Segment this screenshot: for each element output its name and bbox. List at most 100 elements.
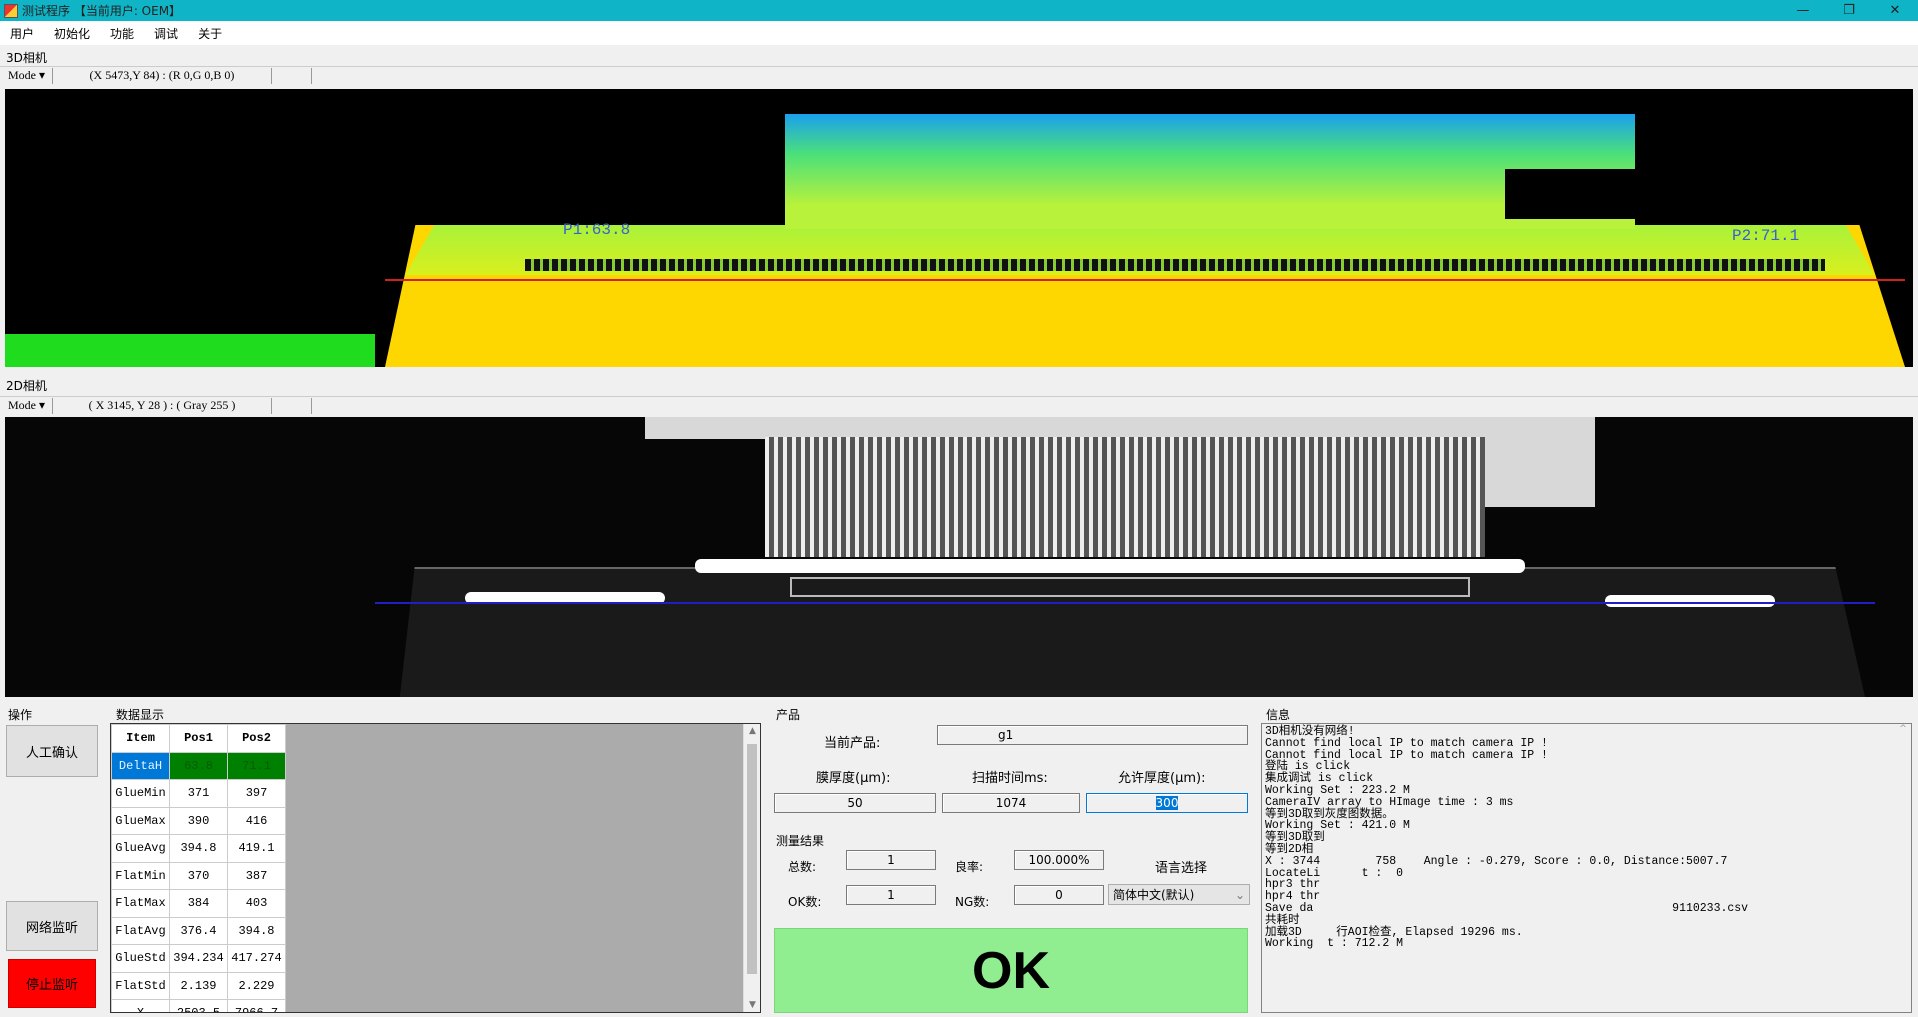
menu-debug[interactable]: 调试 xyxy=(154,26,179,41)
total-label: 总数: xyxy=(788,860,817,874)
scroll-thumb[interactable] xyxy=(747,744,757,974)
log-line: hpr4 thr xyxy=(1265,890,1321,904)
table-row[interactable]: FlatMin 370 387 xyxy=(111,861,286,890)
table-cell: GlueMax xyxy=(111,806,170,835)
allowed-thickness-field[interactable]: 300 xyxy=(1086,793,1248,813)
board-region xyxy=(399,567,1865,697)
table-cell: Pos2 xyxy=(227,724,286,753)
log-line: 集成调试 is click xyxy=(1265,772,1374,786)
flex-cable xyxy=(645,417,1595,439)
film-thickness-label: 膜厚度(μm): xyxy=(816,771,891,786)
results-label: 测量结果 xyxy=(776,834,825,848)
maximize-button[interactable]: ❐ xyxy=(1843,3,1855,18)
ok-count-label: OK数: xyxy=(788,895,822,909)
table-cell: 376.4 xyxy=(169,916,228,945)
scroll-up-icon[interactable]: ^ xyxy=(1899,724,1907,734)
table-cell: 2.139 xyxy=(169,971,228,1000)
menu-user[interactable]: 用户 xyxy=(10,26,35,41)
menu-init[interactable]: 初始化 xyxy=(54,26,91,41)
data-table[interactable]: Item Pos1 Pos2 DeltaH 63.8 71.1 GlueMin 371 397 G… xyxy=(110,723,761,1013)
table-cell: 63.8 xyxy=(169,751,228,780)
table-cell: FlatAvg xyxy=(111,916,170,945)
table-row[interactable]: DeltaH 63.8 71.1 xyxy=(111,751,286,780)
table-cell: GlueAvg xyxy=(111,834,170,863)
table-cell: 71.1 xyxy=(227,751,286,780)
log-line: 加载3D 行AOI检查, Elapsed 19296 ms. xyxy=(1265,925,1523,939)
network-listen-button[interactable]: 网络监听 xyxy=(6,901,98,951)
close-button[interactable]: ✕ xyxy=(1889,3,1901,18)
table-cell: 416 xyxy=(227,806,286,835)
film-thickness-field[interactable]: 50 xyxy=(774,793,936,813)
table-row[interactable]: GlueAvg 394.8 419.1 xyxy=(111,834,286,863)
log-line: Working Set : 223.2 M xyxy=(1265,783,1410,797)
log-line: Save da 9110233.csv xyxy=(1265,901,1749,915)
camera3d-image[interactable]: P1:63.8 P2:71.1 xyxy=(5,89,1913,367)
table-cell: 7966.7 xyxy=(227,999,286,1012)
window-title: 测试程序 【当前用户: OEM】 xyxy=(22,4,182,18)
table-cell: Pos1 xyxy=(169,724,228,753)
allowed-thickness-label: 允许厚度(μm): xyxy=(1118,771,1206,786)
language-select[interactable]: 简体中文(默认) ⌄ xyxy=(1108,884,1250,905)
table-cell: 419.1 xyxy=(227,834,286,863)
title-bar: 测试程序 【当前用户: OEM】 — ❐ ✕ xyxy=(0,0,1918,21)
product-group-label: 产品 xyxy=(776,708,801,722)
table-cell: FlatMax xyxy=(111,889,170,918)
menu-bar: 用户 初始化 功能 调试 关于 xyxy=(0,21,1918,45)
menu-function[interactable]: 功能 xyxy=(110,26,135,41)
stop-listen-button[interactable]: 停止监听 xyxy=(8,959,96,1008)
table-cell: X xyxy=(111,999,170,1012)
camera2d-image[interactable] xyxy=(5,417,1913,697)
log-line: Working Set : 421.0 M xyxy=(1265,819,1410,833)
table-row[interactable]: FlatMax 384 403 xyxy=(111,889,286,918)
table-row[interactable]: FlatStd 2.139 2.229 xyxy=(111,971,286,1000)
table-cell: 403 xyxy=(227,889,286,918)
minimize-button[interactable]: — xyxy=(1796,3,1810,18)
table-row[interactable]: FlatAvg 376.4 394.8 xyxy=(111,916,286,945)
log-line: hpr3 thr xyxy=(1265,878,1321,892)
ok-count-field: 1 xyxy=(846,885,936,905)
yield-label: 良率: xyxy=(955,860,984,874)
table-cell: 387 xyxy=(227,861,286,890)
menu-about[interactable]: 关于 xyxy=(198,26,223,41)
language-value: 简体中文(默认) xyxy=(1113,888,1195,902)
table-row[interactable]: GlueMin 371 397 xyxy=(111,779,286,808)
total-field: 1 xyxy=(846,850,936,870)
table-cell: 417.274 xyxy=(227,944,286,973)
table-cell: Item xyxy=(111,724,170,753)
table-cell: FlatMin xyxy=(111,861,170,890)
status-cell xyxy=(272,397,312,414)
camera2d-mode-dropdown[interactable]: Mode ▾ xyxy=(8,398,46,412)
yield-field: 100.000% xyxy=(1014,850,1104,870)
status-cell xyxy=(272,67,312,84)
scan-time-label: 扫描时间ms: xyxy=(972,771,1048,786)
table-cell: 390 xyxy=(169,806,228,835)
reference-line xyxy=(385,279,1905,281)
info-log[interactable]: 3D相机没有网络! Cannot find local IP to match c… xyxy=(1261,723,1912,1013)
scroll-up-icon[interactable]: ▲ xyxy=(749,726,756,736)
table-row[interactable]: X2503.57966.7 xyxy=(111,999,286,1012)
noise-band xyxy=(525,259,1825,271)
camera2d-toolbar: Mode ▾ ( X 3145, Y 28 ) : ( Gray 255 ) xyxy=(0,396,1918,414)
table-cell: 397 xyxy=(227,779,286,808)
log-scrollbar[interactable]: ^ xyxy=(1895,724,1911,1012)
manual-confirm-button[interactable]: 人工确认 xyxy=(6,725,98,777)
current-product-label: 当前产品: xyxy=(824,736,881,751)
current-product-field[interactable]: g1 xyxy=(937,725,1248,745)
log-line: LocateLi t : 0 xyxy=(1265,866,1404,880)
table-cell: 394.234 xyxy=(169,944,228,973)
table-scrollbar[interactable]: ▲ ▼ xyxy=(743,724,760,1012)
table-row[interactable]: GlueMax 390 416 xyxy=(111,806,286,835)
log-line: 3D相机没有网络! xyxy=(1265,725,1355,738)
log-line: 等到2D相 xyxy=(1265,842,1314,856)
table-row[interactable]: GlueStd 394.234 417.274 xyxy=(111,944,286,973)
table-row[interactable]: Item Pos1 Pos2 xyxy=(111,724,286,753)
app-icon xyxy=(4,3,18,18)
scan-time-field[interactable]: 1074 xyxy=(942,793,1080,813)
height-region xyxy=(1505,169,1635,219)
data-grid: Item Pos1 Pos2 DeltaH 63.8 71.1 GlueMin 371 397 G… xyxy=(111,724,286,1012)
scroll-down-icon[interactable]: ▼ xyxy=(749,1000,756,1010)
camera3d-mode-dropdown[interactable]: Mode ▾ xyxy=(8,68,46,82)
log-line: Cannot find local IP to match camera IP … xyxy=(1265,748,1548,762)
flex-cable xyxy=(1485,417,1595,507)
language-label: 语言选择 xyxy=(1155,861,1208,876)
